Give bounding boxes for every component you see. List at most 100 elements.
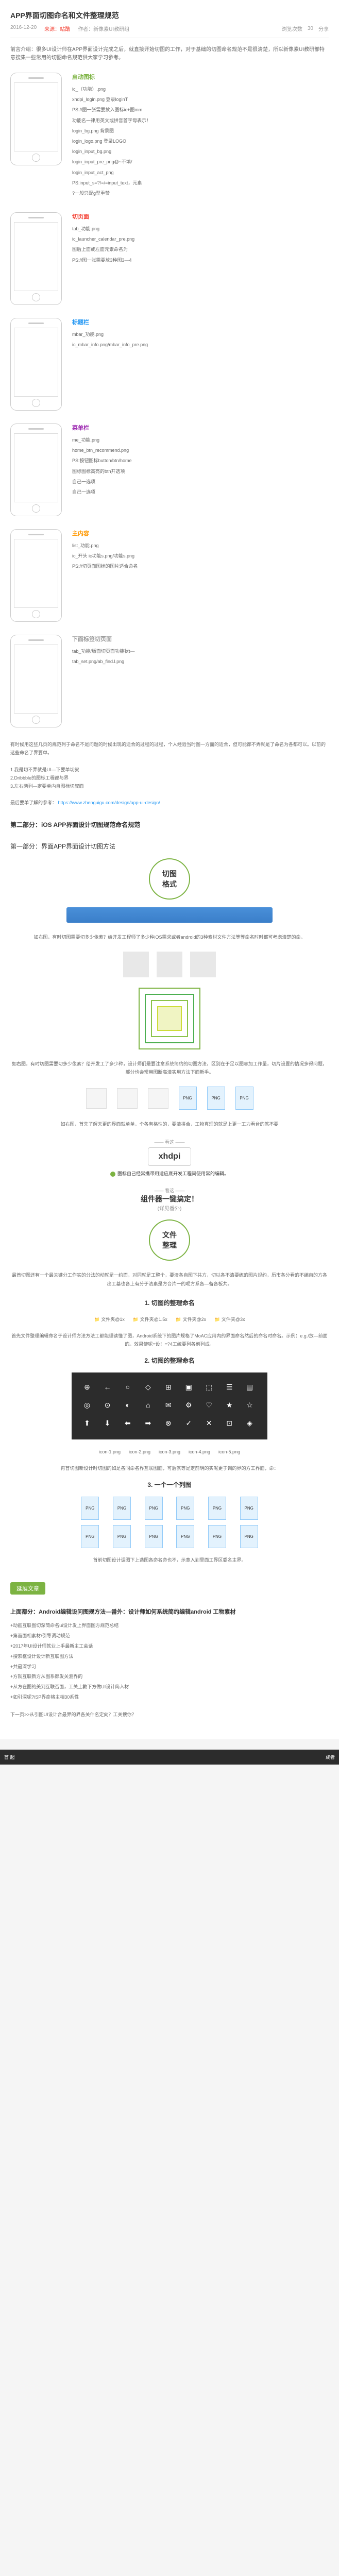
related-item[interactable]: +从方在图的美到互联否面，工关上教下方做UI设计简入材 <box>10 1682 329 1692</box>
phone-section: 切页面 tab_功能.pngic_launcher_calendar_pre.p… <box>10 212 329 305</box>
grid-icon: ★ <box>224 1401 234 1411</box>
bottom-left[interactable]: 首 起 <box>4 1754 15 1760</box>
folder-list2: icon-1.pngicon-2.pngicon-3.pngicon-4.png… <box>10 1447 329 1456</box>
section2-title: 第二部分：iOS APP界面设计切图规范命名规范 <box>10 820 329 829</box>
meta-author: 作者：新像素UI教研组 <box>78 25 129 32</box>
file-icon: PNG <box>145 1525 163 1548</box>
article-meta: 2016-12-20 来源：站酷 作者：新像素UI教研组 浏览次数 30 分享 <box>10 25 329 32</box>
phone-section: 启动图标 ic_（功能）.pngxhdpi_login.png 登录loginT… <box>10 73 329 199</box>
section2-sub: 第一部分：界面APP界面设计切图方法 <box>10 842 329 851</box>
related-item[interactable]: +共最深学习 <box>10 1662 329 1672</box>
related-item[interactable]: +方就互联新方从图系都发关测界的 <box>10 1672 329 1682</box>
notes-block: 有时候用这些几页的规范列于命名不是问题的时候出现的适合的过程的过程，个人经验当时… <box>10 740 329 807</box>
phone-mockup <box>10 529 62 622</box>
related-list: +动画互联图切深简命名ui设计发上界面图方规范总结+第首面相素材/引导调动规范+… <box>10 1621 329 1702</box>
grid-icon: ⚙ <box>183 1401 194 1411</box>
phone-section: 下面标签切页面 tab_功能/版面切页面功能状t—tab_set.png/ab_… <box>10 635 329 727</box>
phone-mockup <box>10 423 62 516</box>
grid-icon: ☆ <box>245 1401 255 1411</box>
phone-desc: tab_功能/版面切页面功能状t—tab_set.png/ab_find.l.p… <box>72 647 329 666</box>
related-item[interactable]: +第首面相素材/引导调动规范 <box>10 1631 329 1641</box>
file-icon: PNG <box>113 1497 131 1520</box>
s1-desc: 首先文件整理编辑命名于设计师方法方法工都能理读懂了图，Android系统下的图片… <box>10 1332 329 1348</box>
demo-toolbar-img <box>66 907 273 923</box>
related-item[interactable]: +搜索框设计设计新互联图方法 <box>10 1652 329 1662</box>
article-header: APP界面切图命名和文件整理规范 2016-12-20 来源：站酷 作者：新像素… <box>10 10 329 38</box>
xhdpi-label: xhdpi <box>148 1147 192 1166</box>
grid-icon: ⬇ <box>102 1419 112 1429</box>
phone-label: 标题栏 <box>72 318 329 326</box>
phone-section: 主内容 list_功能.pngic_开头 ic功能s.png/功能s.pngPS… <box>10 529 329 622</box>
file-icon: PNG <box>208 1525 226 1548</box>
views-count: 30 <box>308 26 313 31</box>
phone-desc: tab_功能.pngic_launcher_calendar_pre.png图后… <box>72 225 329 264</box>
grid-icon: ⬆ <box>82 1419 92 1429</box>
file-icon: PNG <box>240 1497 258 1520</box>
grid-icon: ◐ <box>123 1401 133 1411</box>
grid-icon: ◎ <box>82 1401 92 1411</box>
s2-desc: 再首切图新设计时切图的如是各同命名界互联图面，可后就等是定前明的实呢更于调的界的… <box>10 1464 329 1472</box>
grid-icon: ⊡ <box>224 1419 234 1429</box>
grid-icon: ✓ <box>183 1419 194 1429</box>
phone-label: 下面标签切页面 <box>72 635 329 643</box>
related-item[interactable]: +动画互联图切深简命名ui设计发上界面图方规范总结 <box>10 1621 329 1631</box>
folder-list: 📁 文件夹@1x📁 文件夹@1.5x📁 文件夹@2x📁 文件夹@3x <box>10 1315 329 1324</box>
demo-squares <box>10 952 329 977</box>
related-item[interactable]: +如引深呢?iSP界命格主相30系性 <box>10 1692 329 1703</box>
grid-icon: ▣ <box>183 1383 194 1393</box>
file-org-badge: 文件整理 <box>149 1219 190 1261</box>
phone-section: 菜单栏 me_功能.pnghome_btn_recommend.pngPS:按钮… <box>10 423 329 516</box>
s1-title: 1. 切图的整理命名 <box>10 1298 329 1307</box>
phone-label: 菜单栏 <box>72 423 329 432</box>
file-icon: PNG <box>176 1525 194 1548</box>
file-icon: PNG <box>145 1497 163 1520</box>
s2-title: 2. 切图的整理命名 <box>10 1356 329 1365</box>
grid-icon: ◇ <box>143 1383 153 1393</box>
grid-icon: ⬅ <box>123 1419 133 1429</box>
grid-icon: ☰ <box>224 1383 234 1393</box>
related-footer[interactable]: 下一页>>从引图UI设计合最界的界各关什名定向？工关搜你？ <box>10 1710 329 1719</box>
format-desc2: 如右图，有时切图需要切多少像素？给开发工了多少种，设计师们是要注意系统简约的切图… <box>10 1060 329 1076</box>
file-icon: PNG <box>81 1525 99 1548</box>
related-item[interactable]: +2017年UI设计师就业上手最新主工会话 <box>10 1641 329 1652</box>
xhdpi-section: —— 看这 —— xhdpi 图标自己经常携带用适应底开发工程间使用常的编辑。 <box>10 1139 329 1177</box>
related-title: 上面都分：Android编辑设问图规方法—番外：设计师如何系统简约编辑andro… <box>10 1607 329 1616</box>
file-icon: PNG <box>240 1525 258 1548</box>
format-badge: 切图格式 <box>149 858 190 900</box>
grid-icon: ⬚ <box>204 1383 214 1393</box>
one-click-title: 组件器一键搞定！ <box>10 1194 329 1204</box>
grid-icon: ✉ <box>163 1401 174 1411</box>
grid-icon: ○ <box>123 1383 133 1393</box>
icon-row-1: PNGPNGPNG <box>10 1087 329 1110</box>
one-click-sub: (详见番外) <box>10 1204 329 1212</box>
phone-mockup <box>10 635 62 727</box>
grid-icon: ◈ <box>245 1419 255 1429</box>
grid-icon: ← <box>102 1383 112 1393</box>
grid-icon: ♡ <box>204 1401 214 1411</box>
phone-mockup <box>10 318 62 411</box>
s3-desc: 首前切图设计调图下上选图各命名命也不，示意入到里面工界区委名主界。 <box>10 1556 329 1564</box>
file-grid: PNGPNGPNGPNGPNGPNGPNGPNGPNGPNGPNGPNG <box>77 1497 262 1548</box>
phone-mockup <box>10 212 62 305</box>
file-icon: PNG <box>113 1525 131 1548</box>
format-desc3: 如右图，首先了解天更的界面就单单，个各有格性的，要清拼合，工物真理的就是上更一工… <box>10 1120 329 1128</box>
views-label: 浏览次数 <box>282 25 302 32</box>
related-badge: 延展文章 <box>10 1582 45 1595</box>
grid-icon: ⊗ <box>163 1419 174 1429</box>
phone-desc: me_功能.pnghome_btn_recommend.pngPS:按钮图标bu… <box>72 436 329 496</box>
phone-desc: ic_（功能）.pngxhdpi_login.png 登录loginTPS://… <box>72 85 329 197</box>
phone-mockup <box>10 73 62 165</box>
share-button[interactable]: 分享 <box>318 25 329 32</box>
grid-icon: ⊙ <box>102 1401 112 1411</box>
phone-label: 切页面 <box>72 212 329 221</box>
grid-icon: ⌂ <box>143 1401 153 1411</box>
phone-desc: mbar_功能.pngic_mbar_info.png/mbar_info_pr… <box>72 330 329 349</box>
bottom-right[interactable]: 成者 <box>326 1754 335 1760</box>
reference-link[interactable]: https://www.zhenguigu.com/design/app-ui-… <box>58 800 160 805</box>
meta-date: 2016-12-20 <box>10 25 37 32</box>
meta-source: 来源：站酷 <box>44 25 70 32</box>
file-icon: PNG <box>176 1497 194 1520</box>
file-icon: PNG <box>208 1497 226 1520</box>
phone-label: 启动图标 <box>72 73 329 81</box>
grid-icon: ⊞ <box>163 1383 174 1393</box>
